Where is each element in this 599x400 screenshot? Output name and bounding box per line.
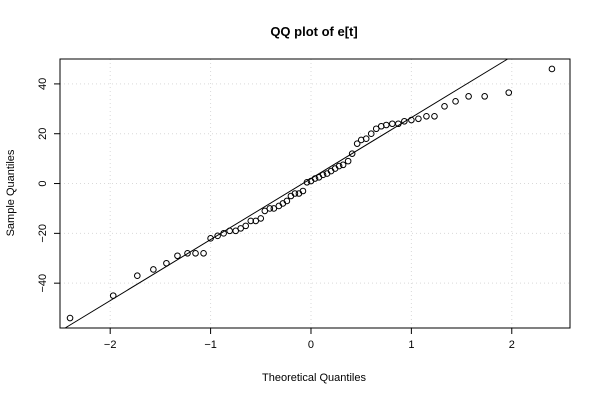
x-axis: −2 −1 0 1 2 [104,328,515,351]
data-point [192,249,199,257]
y-tick-label: 40 [37,78,49,90]
data-point [252,217,260,225]
data-point [548,65,556,73]
data-point [163,259,170,267]
data-point [348,150,356,157]
data-point [339,161,347,169]
data-point [344,157,352,165]
data-point [237,225,245,232]
data-point [247,217,255,225]
data-point [214,232,221,240]
data-point [401,117,408,125]
data-point [335,162,343,170]
chart-title: QQ plot of e[t] [270,24,357,39]
data-point [505,89,513,96]
data-point [372,125,380,133]
data-point [242,222,250,230]
data-point [220,230,227,237]
y-tick-label: 20 [37,128,49,140]
data-point [382,121,390,129]
data-point [66,314,74,322]
data-point [389,120,396,128]
data-point [226,227,233,235]
data-point [465,93,472,100]
data-point [299,187,307,195]
data-point [431,112,438,120]
reference-line [64,58,508,329]
reference-line-group [64,58,508,329]
plot-box [59,58,571,329]
data-point [319,171,327,179]
data-point [207,235,214,242]
data-point [174,252,181,260]
data-point [311,175,319,182]
data-point [415,115,422,123]
data-point [283,197,291,205]
data-point [395,120,402,128]
data-point [353,140,361,147]
data-point [408,116,415,124]
grid [60,59,570,328]
x-tick-label: 2 [509,339,515,351]
data-point [303,178,311,186]
x-tick-label: −1 [204,339,217,351]
data-point [367,130,375,138]
data-point [150,266,157,273]
y-axis: −40 −20 0 20 40 [37,78,60,293]
data-point [257,215,265,222]
data-point [270,205,278,212]
data-point [362,135,370,143]
data-point [423,112,430,120]
x-axis-label: Theoretical Quantiles [262,372,366,384]
x-tick-label: −2 [104,339,117,351]
data-point [232,227,239,235]
x-tick-label: 1 [408,339,414,351]
data-point [109,292,117,299]
data-point [200,249,207,257]
data-point [452,98,459,105]
data-points [66,65,556,322]
y-tick-label: 0 [37,180,49,186]
y-tick-label: −20 [37,224,49,243]
data-point [441,103,448,110]
data-point [266,205,274,212]
data-point [291,190,299,197]
x-tick-label: 0 [308,339,314,351]
data-point [261,207,269,215]
data-point [184,249,191,257]
y-tick-label: −40 [37,274,49,293]
y-axis-label: Sample Quantiles [5,149,17,236]
data-point [481,93,488,100]
data-point [134,272,141,279]
